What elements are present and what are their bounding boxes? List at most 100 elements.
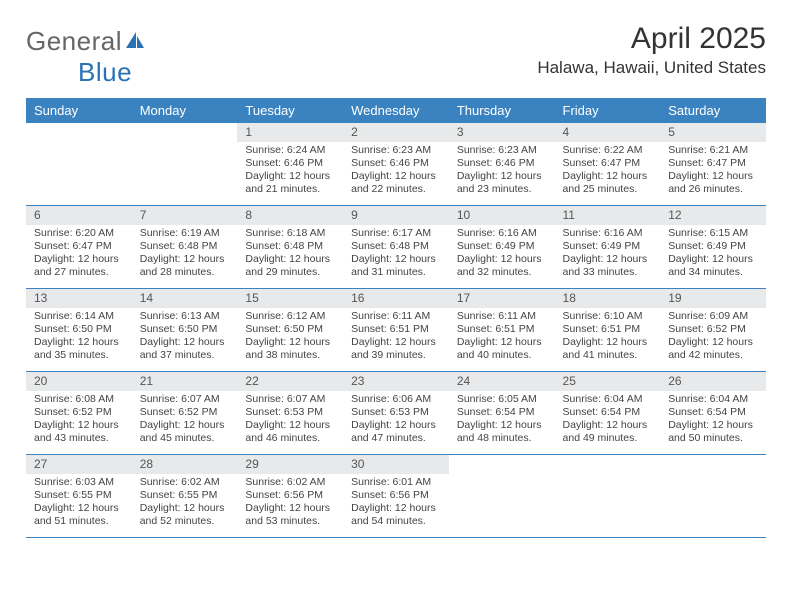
day-dl1: Daylight: 12 hours: [563, 170, 655, 183]
day-dl1: Daylight: 12 hours: [668, 170, 760, 183]
day-cell: 21Sunrise: 6:07 AMSunset: 6:52 PMDayligh…: [132, 372, 238, 455]
day-number: 26: [660, 372, 766, 391]
page-title: April 2025: [537, 22, 766, 56]
weekday-saturday: Saturday: [660, 98, 766, 123]
day-sr: Sunrise: 6:12 AM: [245, 310, 337, 323]
day-cell: 11Sunrise: 6:16 AMSunset: 6:49 PMDayligh…: [555, 206, 661, 289]
day-dl1: Daylight: 12 hours: [457, 419, 549, 432]
day-number: 25: [555, 372, 661, 391]
day-dl1: Daylight: 12 hours: [34, 419, 126, 432]
day-sr: Sunrise: 6:06 AM: [351, 393, 443, 406]
day-ss: Sunset: 6:49 PM: [563, 240, 655, 253]
day-number: 6: [26, 206, 132, 225]
day-number: 3: [449, 123, 555, 142]
day-info: Sunrise: 6:11 AMSunset: 6:51 PMDaylight:…: [343, 308, 449, 366]
day-cell: 13Sunrise: 6:14 AMSunset: 6:50 PMDayligh…: [26, 289, 132, 372]
day-ss: Sunset: 6:50 PM: [140, 323, 232, 336]
day-ss: Sunset: 6:53 PM: [245, 406, 337, 419]
day-sr: Sunrise: 6:23 AM: [351, 144, 443, 157]
day-ss: Sunset: 6:46 PM: [351, 157, 443, 170]
day-cell: 28Sunrise: 6:02 AMSunset: 6:55 PMDayligh…: [132, 455, 238, 538]
day-dl2: and 25 minutes.: [563, 183, 655, 196]
weekday-wednesday: Wednesday: [343, 98, 449, 123]
day-dl2: and 51 minutes.: [34, 515, 126, 528]
day-dl1: Daylight: 12 hours: [563, 253, 655, 266]
day-number: 14: [132, 289, 238, 308]
day-dl2: and 42 minutes.: [668, 349, 760, 362]
day-sr: Sunrise: 6:05 AM: [457, 393, 549, 406]
day-cell: 20Sunrise: 6:08 AMSunset: 6:52 PMDayligh…: [26, 372, 132, 455]
day-number: 19: [660, 289, 766, 308]
day-ss: Sunset: 6:49 PM: [668, 240, 760, 253]
day-ss: Sunset: 6:47 PM: [34, 240, 126, 253]
day-sr: Sunrise: 6:20 AM: [34, 227, 126, 240]
day-dl1: Daylight: 12 hours: [245, 336, 337, 349]
day-sr: Sunrise: 6:17 AM: [351, 227, 443, 240]
day-number: 29: [237, 455, 343, 474]
day-dl1: Daylight: 12 hours: [34, 253, 126, 266]
day-cell: 3Sunrise: 6:23 AMSunset: 6:46 PMDaylight…: [449, 123, 555, 206]
brand-text: GeneralBlue: [26, 26, 147, 88]
day-info: Sunrise: 6:01 AMSunset: 6:56 PMDaylight:…: [343, 474, 449, 532]
day-ss: Sunset: 6:50 PM: [245, 323, 337, 336]
day-cell: 25Sunrise: 6:04 AMSunset: 6:54 PMDayligh…: [555, 372, 661, 455]
day-dl2: and 52 minutes.: [140, 515, 232, 528]
day-info: Sunrise: 6:20 AMSunset: 6:47 PMDaylight:…: [26, 225, 132, 283]
day-sr: Sunrise: 6:11 AM: [457, 310, 549, 323]
day-info: Sunrise: 6:24 AMSunset: 6:46 PMDaylight:…: [237, 142, 343, 200]
day-sr: Sunrise: 6:16 AM: [457, 227, 549, 240]
day-info: Sunrise: 6:16 AMSunset: 6:49 PMDaylight:…: [449, 225, 555, 283]
day-dl1: Daylight: 12 hours: [457, 253, 549, 266]
day-info: Sunrise: 6:12 AMSunset: 6:50 PMDaylight:…: [237, 308, 343, 366]
day-cell: 2Sunrise: 6:23 AMSunset: 6:46 PMDaylight…: [343, 123, 449, 206]
day-cell: 1Sunrise: 6:24 AMSunset: 6:46 PMDaylight…: [237, 123, 343, 206]
day-dl1: Daylight: 12 hours: [34, 502, 126, 515]
day-dl1: Daylight: 12 hours: [140, 253, 232, 266]
day-sr: Sunrise: 6:19 AM: [140, 227, 232, 240]
day-dl2: and 23 minutes.: [457, 183, 549, 196]
day-dl2: and 28 minutes.: [140, 266, 232, 279]
day-dl1: Daylight: 12 hours: [34, 336, 126, 349]
day-number: 11: [555, 206, 661, 225]
day-sr: Sunrise: 6:02 AM: [140, 476, 232, 489]
day-dl1: Daylight: 12 hours: [245, 419, 337, 432]
day-cell: 10Sunrise: 6:16 AMSunset: 6:49 PMDayligh…: [449, 206, 555, 289]
weekday-tuesday: Tuesday: [237, 98, 343, 123]
day-number: 10: [449, 206, 555, 225]
day-number: 20: [26, 372, 132, 391]
day-dl1: Daylight: 12 hours: [351, 336, 443, 349]
day-dl2: and 32 minutes.: [457, 266, 549, 279]
week-row: 20Sunrise: 6:08 AMSunset: 6:52 PMDayligh…: [26, 372, 766, 455]
day-cell: 4Sunrise: 6:22 AMSunset: 6:47 PMDaylight…: [555, 123, 661, 206]
day-sr: Sunrise: 6:23 AM: [457, 144, 549, 157]
day-cell: 24Sunrise: 6:05 AMSunset: 6:54 PMDayligh…: [449, 372, 555, 455]
day-ss: Sunset: 6:53 PM: [351, 406, 443, 419]
day-ss: Sunset: 6:54 PM: [668, 406, 760, 419]
day-ss: Sunset: 6:52 PM: [34, 406, 126, 419]
day-number: 22: [237, 372, 343, 391]
day-dl1: Daylight: 12 hours: [140, 336, 232, 349]
day-info: Sunrise: 6:02 AMSunset: 6:56 PMDaylight:…: [237, 474, 343, 532]
day-dl2: and 34 minutes.: [668, 266, 760, 279]
day-sr: Sunrise: 6:03 AM: [34, 476, 126, 489]
day-sr: Sunrise: 6:01 AM: [351, 476, 443, 489]
day-cell: 5Sunrise: 6:21 AMSunset: 6:47 PMDaylight…: [660, 123, 766, 206]
brand-logo: GeneralBlue: [26, 22, 147, 88]
day-dl2: and 49 minutes.: [563, 432, 655, 445]
header: GeneralBlue April 2025 Halawa, Hawaii, U…: [26, 22, 766, 88]
day-dl1: Daylight: 12 hours: [245, 253, 337, 266]
day-ss: Sunset: 6:54 PM: [457, 406, 549, 419]
day-info: Sunrise: 6:05 AMSunset: 6:54 PMDaylight:…: [449, 391, 555, 449]
day-ss: Sunset: 6:55 PM: [140, 489, 232, 502]
day-info: Sunrise: 6:03 AMSunset: 6:55 PMDaylight:…: [26, 474, 132, 532]
day-ss: Sunset: 6:52 PM: [668, 323, 760, 336]
day-number: 16: [343, 289, 449, 308]
day-dl2: and 35 minutes.: [34, 349, 126, 362]
day-cell: 16Sunrise: 6:11 AMSunset: 6:51 PMDayligh…: [343, 289, 449, 372]
day-info: Sunrise: 6:02 AMSunset: 6:55 PMDaylight:…: [132, 474, 238, 532]
day-info: Sunrise: 6:10 AMSunset: 6:51 PMDaylight:…: [555, 308, 661, 366]
day-number: 21: [132, 372, 238, 391]
day-dl1: Daylight: 12 hours: [140, 502, 232, 515]
day-info: Sunrise: 6:07 AMSunset: 6:53 PMDaylight:…: [237, 391, 343, 449]
day-cell: 17Sunrise: 6:11 AMSunset: 6:51 PMDayligh…: [449, 289, 555, 372]
